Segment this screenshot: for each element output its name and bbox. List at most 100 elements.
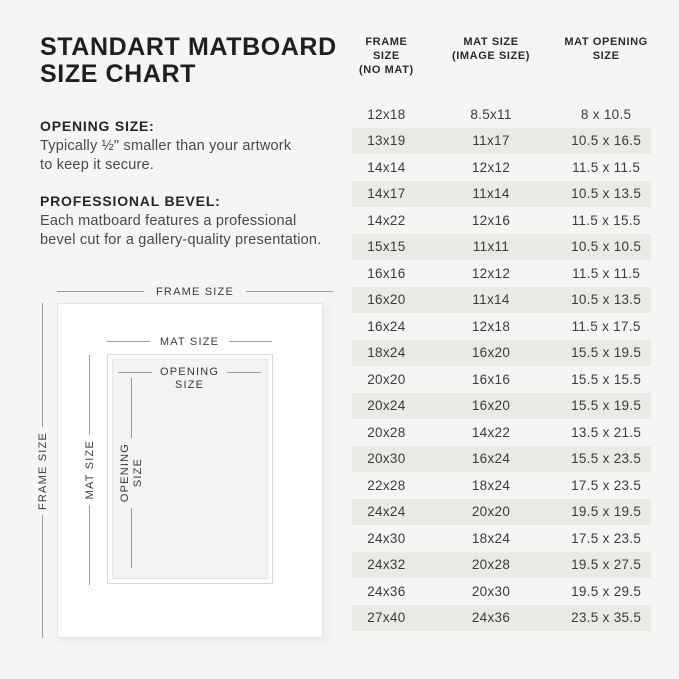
frame-size-vertical-label: FRAME SIZE: [36, 303, 49, 639]
table-cell: 16x16: [471, 371, 511, 387]
table-cell: 12x16: [471, 212, 511, 228]
section-body-line: Typically ½" smaller than your artwork: [40, 138, 292, 154]
table-row: 18x24 16x20 15.5 x 19.5: [352, 339, 651, 366]
size-table-header: FRAME SIZE (NO MAT) MAT SIZE (IMAGE SIZE…: [352, 33, 651, 77]
divider-line: [107, 341, 150, 342]
table-cell: 20x28: [367, 424, 406, 440]
table-cell: 15.5 x 15.5: [571, 371, 642, 387]
mat-size-label-vertical: MAT SIZE: [83, 440, 96, 500]
section-professional-bevel: PROFESSIONAL BEVEL: Each matboard featur…: [40, 193, 350, 249]
table-cell: 13x19: [367, 133, 406, 149]
table-cell: 18x24: [367, 345, 406, 361]
table-cell: 24x24: [367, 504, 406, 520]
table-cell: 11.5 x 11.5: [572, 265, 641, 281]
table-row: 27x40 24x36 23.5 x 35.5: [352, 604, 651, 631]
divider-line: [246, 291, 334, 292]
table-cell: 16x16: [367, 265, 406, 281]
table-row: 24x24 20x20 19.5 x 19.5: [352, 498, 651, 525]
table-cell: 22x28: [367, 477, 406, 493]
table-cell: 24x36: [471, 610, 511, 626]
table-cell: 27x40: [367, 610, 406, 626]
table-cell: 15.5 x 19.5: [571, 398, 642, 414]
table-row: 16x20 11x14 10.5 x 13.5: [352, 286, 651, 313]
table-cell: 16x20: [367, 292, 406, 308]
divider-line: [42, 514, 43, 639]
table-row: 24x32 20x28 19.5 x 27.5: [352, 551, 651, 578]
table-row: 20x30 16x24 15.5 x 23.5: [352, 445, 651, 472]
table-cell: 11.5 x 17.5: [571, 318, 641, 334]
table-cell: 23.5 x 35.5: [571, 610, 642, 626]
table-cell: 20x30: [471, 583, 511, 599]
table-cell: 11.5 x 15.5: [571, 212, 641, 228]
table-cell: 18x24: [471, 477, 511, 493]
opening-size-label-line1: OPENING: [160, 366, 220, 378]
table-cell: 8 x 10.5: [580, 106, 632, 122]
table-cell: 11x14: [472, 292, 510, 308]
mat-size-vertical-label: MAT SIZE: [83, 355, 96, 585]
table-cell: 17.5 x 23.5: [571, 477, 642, 493]
table-cell: 12x12: [471, 265, 511, 281]
table-row: 20x24 16x20 15.5 x 19.5: [352, 392, 651, 419]
divider-line: [131, 378, 132, 439]
table-cell: 17.5 x 23.5: [571, 530, 642, 546]
table-row: 24x36 20x30 19.5 x 29.5: [352, 578, 651, 605]
divider-line: [57, 291, 144, 292]
table-row: 14x14 12x12 11.5 x 11.5: [352, 154, 651, 181]
section-heading: PROFESSIONAL BEVEL:: [40, 193, 221, 209]
frame-size-label: FRAME SIZE: [156, 285, 235, 298]
frame-size-top-label: FRAME SIZE: [57, 285, 334, 298]
column-header-mat-opening-size: MAT OPENING SIZE: [564, 36, 648, 62]
divider-line: [118, 372, 152, 373]
column-header-frame-size: FRAME SIZE (NO MAT): [359, 36, 414, 76]
opening-size-vertical-line1: OPENING: [118, 443, 131, 503]
table-cell: 12x18: [471, 318, 511, 334]
table-row: 13x19 11x17 10.5 x 16.5: [352, 127, 651, 154]
table-cell: 12x12: [471, 159, 511, 175]
table-cell: 11x14: [472, 186, 510, 202]
table-row: 24x30 18x24 17.5 x 23.5: [352, 525, 651, 552]
mat-size-label: MAT SIZE: [159, 335, 220, 348]
table-cell: 16x24: [367, 318, 406, 334]
table-row: 20x28 14x22 13.5 x 21.5: [352, 419, 651, 446]
section-heading: OPENING SIZE:: [40, 118, 155, 134]
table-cell: 14x14: [367, 159, 406, 175]
opening-size-vertical-line2: SIZE: [131, 458, 144, 488]
column-header-mat-size: MAT SIZE (IMAGE SIZE): [451, 36, 531, 62]
divider-line: [89, 355, 90, 436]
table-row: 16x24 12x18 11.5 x 17.5: [352, 313, 651, 340]
size-table: FRAME SIZE (NO MAT) MAT SIZE (IMAGE SIZE…: [352, 33, 651, 631]
page-title-line1: STANDART MATBOARD: [40, 33, 337, 61]
table-cell: 10.5 x 13.5: [571, 292, 642, 308]
table-cell: 12x18: [367, 106, 406, 122]
table-cell: 20x24: [367, 398, 406, 414]
table-cell: 20x30: [367, 451, 406, 467]
table-cell: 19.5 x 27.5: [571, 557, 642, 573]
table-cell: 15x15: [367, 239, 406, 255]
table-cell: 19.5 x 19.5: [571, 504, 642, 520]
mat-rectangle: [107, 354, 273, 584]
size-table-body: 12x18 8.5x11 8 x 10.5 13x19 11x17 10.5 x 16.5…: [352, 101, 651, 631]
table-cell: 24x30: [367, 530, 406, 546]
section-body-line: bevel cut for a gallery-quality presenta…: [40, 231, 322, 248]
table-cell: 10.5 x 10.5: [571, 239, 642, 255]
table-cell: 10.5 x 13.5: [571, 186, 642, 202]
table-row: 14x17 11x14 10.5 x 13.5: [352, 180, 651, 207]
table-row: 15x15 11x11 10.5 x 10.5: [352, 233, 651, 260]
section-body-line: Each matboard features a professional: [40, 213, 297, 229]
divider-line: [89, 504, 90, 585]
table-row: 12x18 8.5x11 8 x 10.5: [352, 101, 651, 128]
table-cell: 24x32: [367, 557, 406, 573]
divider-line: [131, 507, 132, 569]
table-cell: 20x28: [471, 557, 511, 573]
table-cell: 14x17: [367, 186, 406, 202]
table-cell: 8.5x11: [470, 106, 512, 122]
table-cell: 14x22: [367, 212, 406, 228]
divider-line: [229, 341, 272, 342]
table-row: 14x22 12x16 11.5 x 15.5: [352, 207, 651, 234]
mat-size-top-label: MAT SIZE: [107, 335, 272, 348]
opening-size-label-vertical: OPENING SIZE: [119, 443, 145, 502]
table-cell: 24x36: [367, 583, 406, 599]
divider-line: [227, 372, 262, 373]
table-row: 20x20 16x16 15.5 x 15.5: [352, 366, 651, 393]
table-cell: 15.5 x 23.5: [571, 451, 642, 467]
